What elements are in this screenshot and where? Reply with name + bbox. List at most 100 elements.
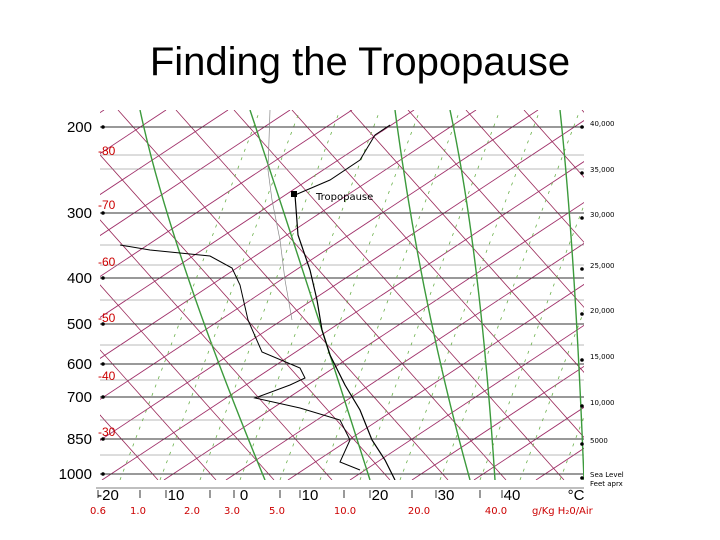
moist-adiabat-curve	[249, 110, 371, 480]
isotherm-line	[100, 110, 167, 155]
dry-adiabat-line	[100, 414, 159, 480]
moist-adiabat-curve	[449, 110, 496, 480]
dry-adiabat-line	[175, 110, 507, 480]
mixing-ratio-line	[319, 110, 461, 480]
altitude-tick	[580, 312, 584, 316]
tropopause-marker	[291, 191, 297, 197]
altitude-tick	[580, 125, 584, 129]
isotherm-temperature-label: -40	[98, 369, 116, 383]
temperature-unit-label: °C	[568, 487, 585, 504]
pressure-label: 500	[67, 316, 92, 333]
pressure-tick	[101, 125, 105, 129]
altitude-tick	[580, 216, 584, 220]
altitude-label: 5000	[590, 437, 608, 445]
isotherm-line	[100, 110, 353, 278]
isotherm-line	[349, 324, 584, 480]
pressure-tick	[101, 211, 105, 215]
altitude-tick	[580, 171, 584, 175]
isotherm-temperature-label: -70	[98, 198, 116, 212]
altitude-label: 20,000	[590, 307, 615, 315]
altitude-tick	[580, 476, 584, 480]
pressure-tick	[101, 322, 105, 326]
mixing-ratio-label: 0.6	[90, 506, 106, 517]
pressure-label: 600	[67, 356, 92, 373]
moist-adiabat-curve	[559, 110, 584, 480]
isotherm-temperature-label: -30	[98, 425, 116, 439]
isotherm-line	[660, 110, 720, 480]
mixing-ratio-unit-label: g/Kg H₂0/Air	[532, 506, 594, 517]
pressure-label: 700	[67, 389, 92, 406]
temperature-axis-label: -20	[97, 487, 119, 504]
mixing-ratio-label: 3.0	[224, 506, 240, 517]
isotherm-line	[287, 283, 584, 480]
mixing-ratio-line	[119, 110, 261, 480]
isotherm-line	[100, 120, 584, 441]
pressure-label: 400	[67, 270, 92, 287]
altitude-label: 10,000	[590, 399, 615, 407]
temperature-axis-label: 20	[372, 487, 389, 504]
dry-adiabat-line	[523, 110, 584, 178]
dry-adiabat-line	[407, 110, 584, 308]
mixing-ratio-label: 40.0	[485, 506, 507, 517]
altitude-label: 15,000	[590, 353, 615, 361]
temperature-axis-label: 10	[302, 487, 319, 504]
pressure-tick	[101, 276, 105, 280]
isotherm-temperature-label: -80	[98, 144, 116, 158]
isotherm-line	[163, 201, 584, 480]
mixing-ratio-line	[559, 415, 584, 480]
dry-adiabat-line	[100, 284, 275, 480]
altitude-tick	[580, 404, 584, 408]
dry-adiabat-line	[291, 110, 584, 438]
altitude-label: 30,000	[590, 211, 615, 219]
mixing-ratio-label: 10.0	[334, 506, 356, 517]
mixing-ratio-label: 5.0	[269, 506, 285, 517]
pressure-tick	[101, 472, 105, 476]
isotherm-line	[100, 110, 477, 359]
isotherm-line	[598, 110, 720, 480]
isotherm-line	[101, 160, 584, 480]
isotherm-line	[535, 447, 584, 480]
slide-title: Finding the Tropopause	[149, 40, 571, 84]
moist-adiabat-curve	[394, 110, 471, 480]
dry-adiabat-line	[100, 349, 217, 480]
mixing-ratio-line	[439, 110, 581, 480]
altitude-label: 25,000	[590, 262, 615, 270]
temperature-axis-label: 10	[168, 487, 185, 504]
altitude-tick	[580, 442, 584, 446]
dry-adiabat-line	[640, 110, 720, 480]
isotherm-line	[100, 110, 105, 114]
pressure-tick	[101, 395, 105, 399]
temperature-profile	[294, 194, 396, 480]
gray-reference-curve	[267, 110, 293, 321]
altitude-tick	[580, 358, 584, 362]
dry-adiabat-line	[117, 110, 449, 480]
mixing-ratio-line	[359, 110, 501, 480]
mixing-ratio-line	[159, 110, 301, 480]
dry-adiabat-line	[233, 110, 565, 480]
isotherm-line	[411, 365, 584, 480]
mixing-ratio-line	[199, 110, 341, 480]
upper-temperature-profile	[294, 124, 391, 196]
moist-adiabat-curve	[139, 110, 266, 480]
mixing-ratio-line	[279, 110, 421, 480]
pressure-label: 850	[67, 431, 92, 448]
mixing-ratio-line	[239, 110, 381, 480]
mixing-ratio-line	[399, 110, 541, 480]
isotherm-line	[100, 110, 291, 237]
altitude-tick	[580, 267, 584, 271]
mixing-ratio-label: 20.0	[408, 506, 430, 517]
mixing-ratio-label: 1.0	[130, 506, 146, 517]
isotherm-line	[225, 242, 584, 480]
isotherm-temperature-label: -50	[98, 311, 116, 325]
isotherm-line	[100, 110, 539, 400]
pressure-label: 300	[67, 205, 92, 222]
pressure-tick	[101, 437, 105, 441]
pressure-tick	[101, 362, 105, 366]
isotherm-temperature-label: -60	[98, 255, 116, 269]
dry-adiabat-line	[349, 110, 584, 373]
dry-adiabat-line	[100, 219, 333, 480]
dry-adiabat-line	[465, 110, 584, 243]
mixing-ratio-line	[519, 309, 584, 480]
temperature-axis-label: 0	[240, 487, 248, 504]
